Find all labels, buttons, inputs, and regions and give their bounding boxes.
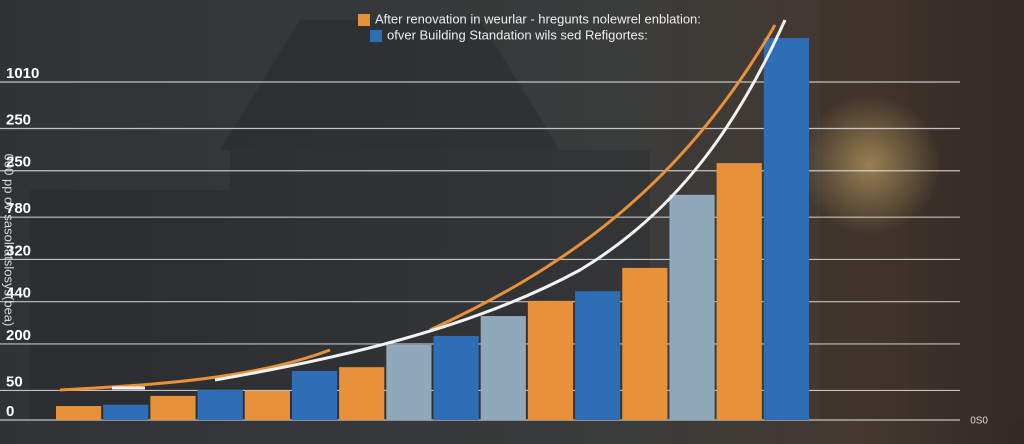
- y-tick-label: 440: [6, 285, 31, 302]
- y-tick-label: 200: [6, 327, 31, 344]
- legend-label: After renovation in weurlar - hregunts n…: [375, 11, 701, 26]
- legend-swatch: [370, 30, 382, 42]
- bar: [527, 300, 574, 420]
- sun-glow: [800, 95, 940, 235]
- bar: [622, 267, 668, 420]
- corner-label: 0S0: [970, 416, 988, 427]
- bar: [480, 316, 526, 420]
- bar: [103, 404, 149, 420]
- bar: [197, 390, 243, 420]
- y-tick-label: 250: [6, 111, 31, 128]
- y-tick-label: 1010: [6, 65, 39, 82]
- legend-label: ofver Building Standation wils sed Refig…: [387, 27, 648, 42]
- bar: [716, 163, 762, 420]
- bar: [669, 194, 715, 420]
- bars: [56, 38, 809, 421]
- y-tick-label: 780: [6, 200, 31, 217]
- y-axis-label: 000 pp ov sasolratslosys(bea): [2, 154, 17, 327]
- y-tick-label: 320: [6, 242, 31, 259]
- y-tick-label: 50: [6, 373, 23, 390]
- bar: [150, 395, 196, 420]
- y-tick-label: 250: [6, 154, 31, 171]
- bar: [244, 390, 290, 420]
- bar: [339, 367, 385, 420]
- bar: [433, 335, 479, 420]
- trend-arrow-orange: [59, 24, 777, 392]
- bar: [386, 344, 432, 420]
- bar: [575, 291, 621, 420]
- legend: After renovation in weurlar - hregunts n…: [358, 11, 701, 42]
- y-tick-label: 0: [6, 403, 14, 420]
- bar: [291, 370, 338, 420]
- legend-swatch: [358, 14, 370, 26]
- bar: [56, 406, 102, 420]
- bar: [763, 38, 809, 421]
- trend-arrow-white: [214, 19, 787, 382]
